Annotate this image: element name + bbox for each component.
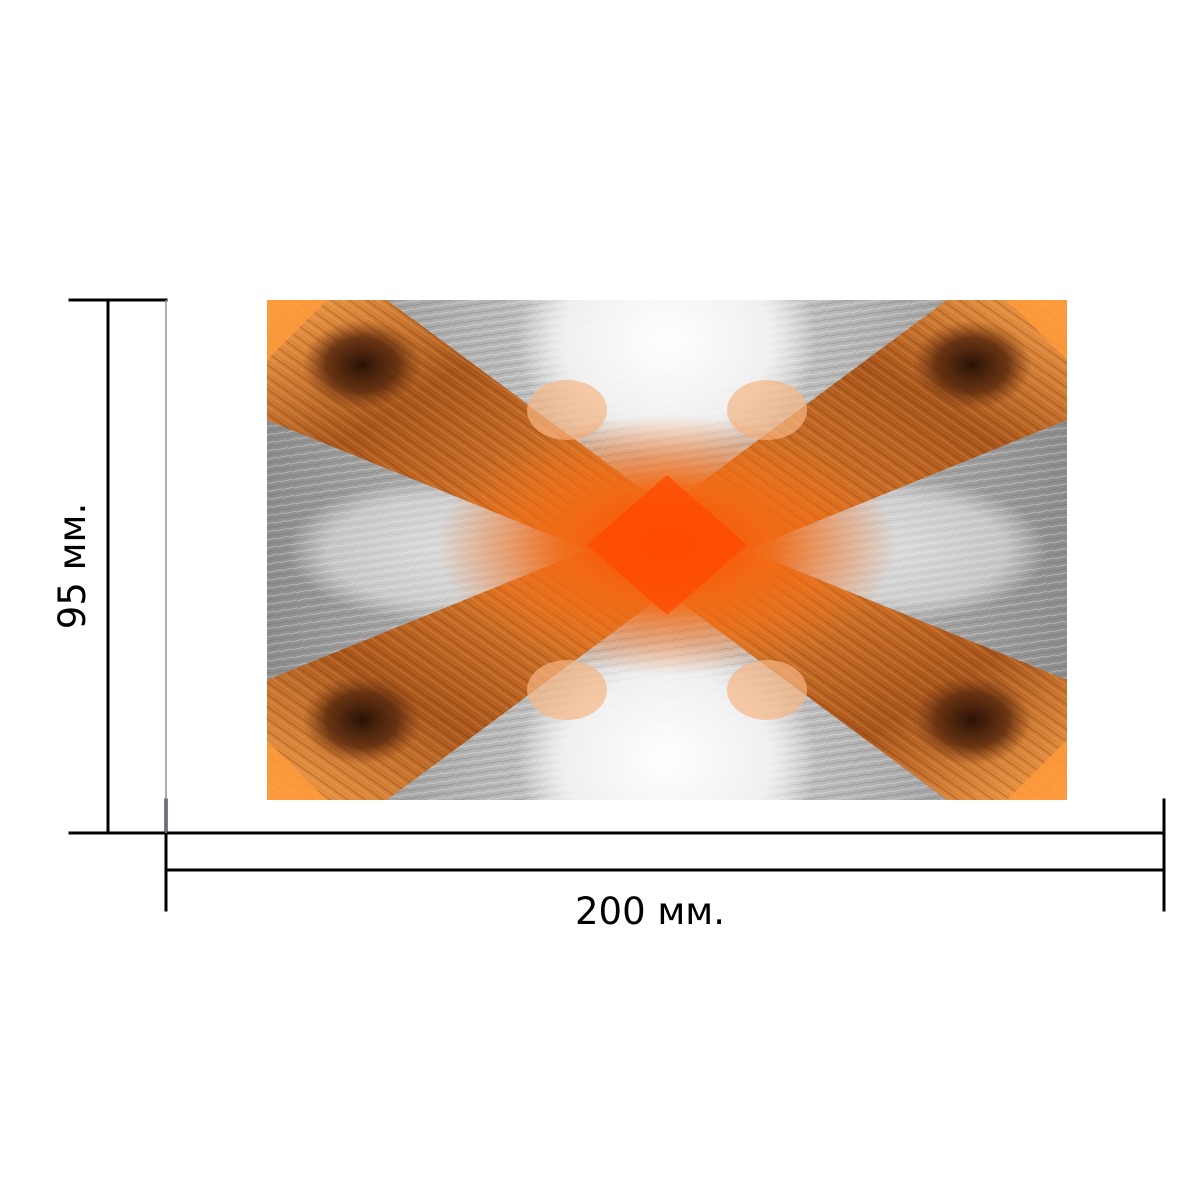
width-dimension-label: 200 мм.: [575, 890, 725, 933]
artwork-image: [267, 300, 1067, 800]
height-dimension-label: 95 мм.: [51, 502, 94, 630]
